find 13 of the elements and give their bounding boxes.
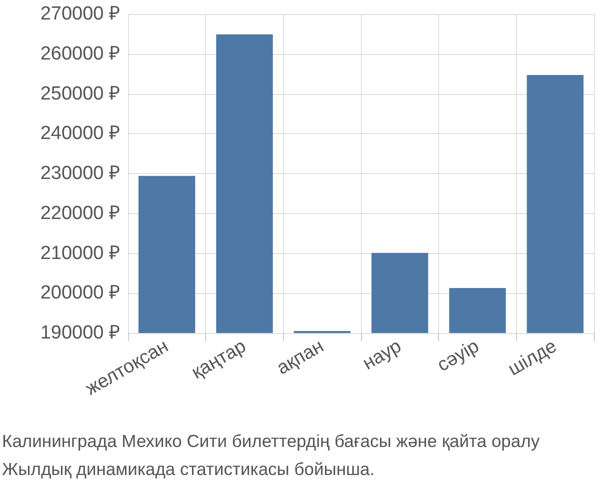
y-tick-label: 200000 ₽: [40, 282, 120, 304]
text: Жылдық динамикада статистикасы бойынша.: [2, 459, 375, 479]
y-tick-label: 250000 ₽: [40, 83, 120, 104]
y-tick-label: 270000 ₽: [40, 4, 120, 24]
y-tick-label: 240000 ₽: [40, 123, 120, 144]
x-tick-label: наур: [359, 336, 406, 374]
y-tick-label: 230000 ₽: [40, 163, 120, 184]
y-tick-label: 190000 ₽: [40, 322, 120, 344]
y-tick-label: 210000 ₽: [40, 242, 120, 264]
y-tick-label: 260000 ₽: [40, 43, 120, 64]
text: Калининграда Мехико Сити билеттердің бағасы және қайта оралу: [2, 431, 540, 451]
y-tick-label: 220000 ₽: [40, 202, 120, 224]
x-tick-label: сәуір: [434, 336, 483, 376]
